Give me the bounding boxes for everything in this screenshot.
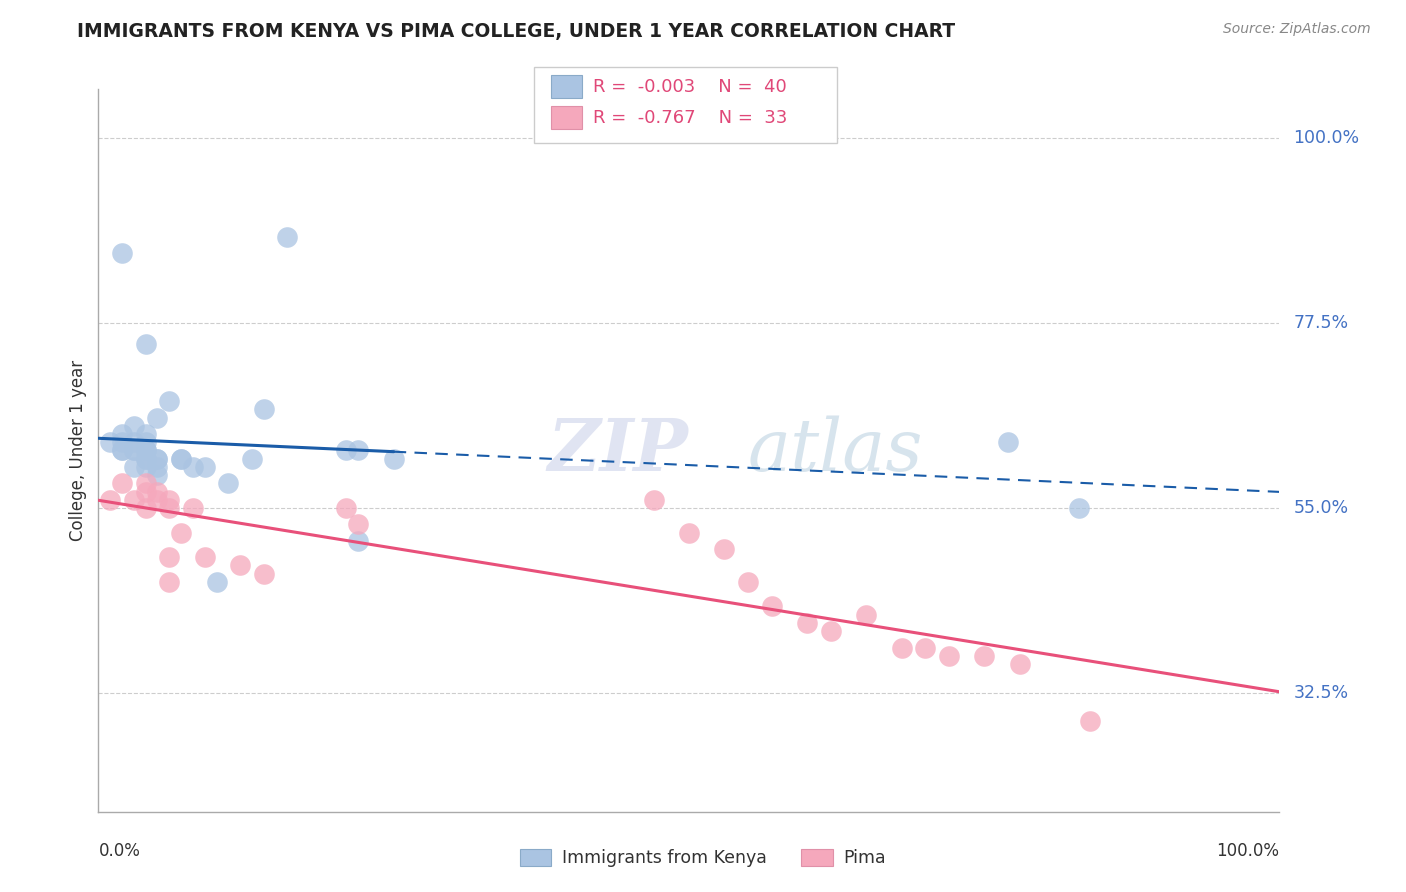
- Point: [98, 492, 121, 507]
- Point: [253, 566, 276, 581]
- Point: [122, 443, 145, 458]
- Text: IMMIGRANTS FROM KENYA VS PIMA COLLEGE, UNDER 1 YEAR CORRELATION CHART: IMMIGRANTS FROM KENYA VS PIMA COLLEGE, U…: [77, 22, 956, 41]
- Point: [122, 443, 145, 458]
- Point: [135, 336, 157, 351]
- Point: [135, 484, 157, 499]
- Point: [335, 443, 357, 458]
- Point: [135, 459, 157, 474]
- Point: [122, 418, 145, 433]
- Point: [1080, 714, 1102, 729]
- Point: [157, 550, 180, 565]
- Text: R =  -0.767    N =  33: R = -0.767 N = 33: [593, 109, 787, 127]
- Point: [98, 435, 121, 450]
- Text: atlas: atlas: [748, 415, 924, 486]
- Point: [170, 451, 193, 466]
- Point: [157, 500, 180, 515]
- Point: [146, 451, 169, 466]
- Point: [111, 476, 134, 491]
- Point: [111, 246, 134, 260]
- Text: 0.0%: 0.0%: [98, 842, 141, 860]
- Point: [122, 435, 145, 450]
- Legend: Immigrants from Kenya, Pima: Immigrants from Kenya, Pima: [513, 842, 893, 874]
- Point: [253, 402, 276, 417]
- Y-axis label: College, Under 1 year: College, Under 1 year: [69, 359, 87, 541]
- Point: [938, 648, 960, 663]
- Text: 100.0%: 100.0%: [1294, 129, 1360, 147]
- Point: [146, 468, 169, 483]
- Text: 32.5%: 32.5%: [1294, 683, 1348, 702]
- Text: Source: ZipAtlas.com: Source: ZipAtlas.com: [1223, 22, 1371, 37]
- Point: [111, 443, 134, 458]
- Point: [111, 427, 134, 442]
- Point: [347, 517, 370, 532]
- Point: [1008, 657, 1031, 671]
- Point: [146, 410, 169, 425]
- Point: [194, 459, 217, 474]
- Point: [820, 624, 842, 638]
- Point: [135, 443, 157, 458]
- Point: [135, 451, 157, 466]
- Point: [914, 640, 936, 655]
- Point: [146, 459, 169, 474]
- Point: [157, 574, 180, 589]
- Point: [713, 541, 735, 556]
- Text: 77.5%: 77.5%: [1294, 314, 1348, 332]
- Text: 55.0%: 55.0%: [1294, 499, 1348, 517]
- Point: [855, 607, 877, 622]
- Point: [170, 525, 193, 540]
- Point: [146, 484, 169, 499]
- Point: [135, 427, 157, 442]
- Point: [135, 476, 157, 491]
- Text: R =  -0.003    N =  40: R = -0.003 N = 40: [593, 78, 787, 95]
- Point: [229, 558, 252, 573]
- Point: [170, 451, 193, 466]
- Point: [157, 394, 180, 409]
- Point: [276, 230, 298, 244]
- Point: [157, 492, 180, 507]
- Point: [135, 435, 157, 450]
- Point: [678, 525, 700, 540]
- Point: [135, 443, 157, 458]
- Point: [122, 492, 145, 507]
- Point: [111, 435, 134, 450]
- Text: ZIP: ZIP: [547, 415, 688, 486]
- Point: [111, 443, 134, 458]
- Text: 100.0%: 100.0%: [1216, 842, 1279, 860]
- Point: [205, 574, 228, 589]
- Point: [146, 492, 169, 507]
- Point: [796, 615, 818, 630]
- Point: [181, 500, 204, 515]
- Point: [135, 500, 157, 515]
- Point: [146, 451, 169, 466]
- Point: [347, 533, 370, 548]
- Point: [973, 648, 995, 663]
- Point: [335, 500, 357, 515]
- Point: [737, 574, 759, 589]
- Point: [1067, 500, 1090, 515]
- Point: [181, 459, 204, 474]
- Point: [217, 476, 239, 491]
- Point: [194, 550, 217, 565]
- Point: [761, 599, 783, 614]
- Point: [347, 443, 370, 458]
- Point: [643, 492, 665, 507]
- Point: [135, 451, 157, 466]
- Point: [122, 459, 145, 474]
- Point: [382, 451, 405, 466]
- Point: [890, 640, 912, 655]
- Point: [240, 451, 263, 466]
- Point: [997, 435, 1019, 450]
